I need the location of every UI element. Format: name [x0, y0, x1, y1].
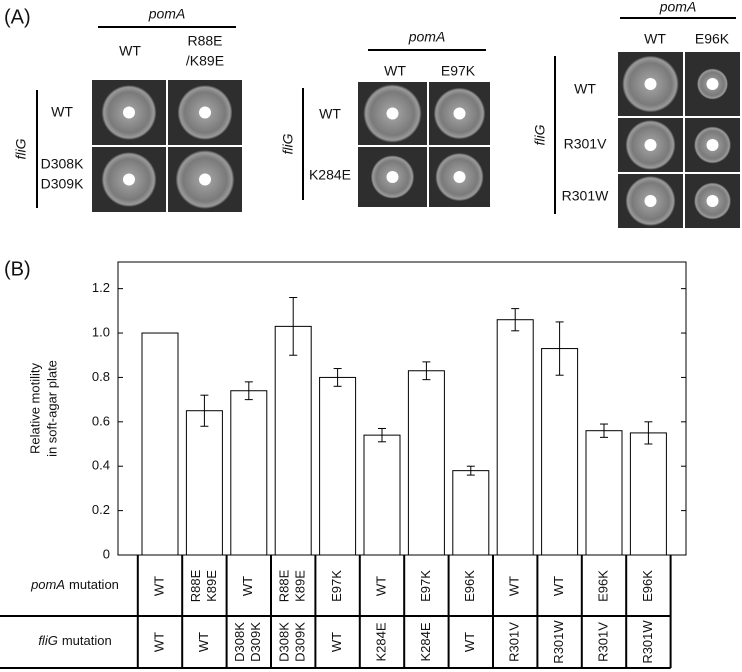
row-label: WT: [574, 81, 596, 97]
row-header: fliG mutation: [38, 633, 111, 648]
table-cell: D309K: [248, 622, 263, 662]
y-tick-label: 0.6: [92, 413, 110, 428]
column-gene: pomA: [148, 6, 186, 22]
bar: [585, 430, 623, 556]
table-cell: E97K: [418, 570, 433, 602]
table-cell: WT: [151, 576, 166, 596]
inoculation-spot: [199, 106, 211, 119]
table-cell: K284E: [418, 622, 433, 661]
bar: [230, 390, 268, 556]
table-cell: E96K: [462, 570, 477, 602]
table-cell: R301V: [595, 622, 610, 662]
row-gene: fliG: [280, 133, 296, 154]
panel-label: (B): [4, 258, 31, 280]
bar: [185, 410, 223, 556]
table-cell: K284E: [373, 622, 388, 661]
table-cell: R88E: [188, 569, 203, 602]
column-label: /K89E: [186, 53, 224, 69]
column-label: E97K: [441, 63, 476, 79]
inoculation-spot: [706, 195, 719, 207]
bar: [319, 376, 357, 556]
table-cell: R88E: [277, 569, 292, 602]
table-cell: D309K: [293, 622, 308, 662]
column-label: E96K: [695, 31, 730, 47]
bar: [496, 319, 534, 556]
inoculation-spot: [706, 139, 719, 151]
inoculation-spot: [123, 173, 135, 186]
row-label: WT: [51, 104, 73, 120]
table-cell: WT: [151, 632, 166, 652]
table-cell: WT: [196, 632, 211, 652]
bar: [452, 470, 490, 556]
row-label: WT: [319, 106, 341, 122]
inoculation-spot: [199, 173, 211, 186]
table-cell: E96K: [640, 570, 655, 602]
column-gene: pomA: [659, 0, 697, 15]
row-label: D308K: [41, 156, 84, 172]
table-cell: D308K: [232, 622, 247, 662]
row-header-text: mutation: [69, 577, 119, 592]
inoculation-spot: [386, 171, 399, 183]
row-label: K284E: [309, 167, 351, 183]
table-cell: WT: [507, 576, 522, 596]
plot-frame: [117, 261, 687, 556]
inoculation-spot: [453, 107, 466, 120]
inoculation-spot: [644, 139, 657, 151]
table-cell: K89E: [204, 570, 219, 602]
table-cell: E96K: [595, 570, 610, 602]
y-tick-label: 0.2: [92, 502, 110, 517]
bar: [629, 432, 667, 556]
row-header: pomA mutation: [30, 577, 119, 592]
table-cell: WT: [373, 576, 388, 596]
row-header-gene: pomA: [30, 577, 65, 592]
table-cell: D308K: [277, 622, 292, 662]
bar: [407, 370, 445, 556]
column-label: WT: [119, 43, 141, 59]
y-tick-label: 0.8: [92, 369, 110, 384]
row-label: D309K: [41, 176, 84, 192]
inoculation-spot: [123, 106, 135, 119]
column-label: WT: [644, 31, 666, 47]
bar: [363, 434, 401, 556]
inoculation-spot: [644, 78, 657, 90]
table-cell: WT: [240, 576, 255, 596]
table-cell: WT: [551, 576, 566, 596]
bar: [541, 348, 579, 556]
bar: [141, 332, 179, 556]
inoculation-spot: [644, 195, 657, 207]
table-cell: R301W: [640, 620, 655, 664]
row-label: R301V: [564, 136, 607, 152]
table-cell: R301V: [507, 622, 522, 662]
bar: [274, 325, 312, 556]
y-axis-label: in soft-agar plate: [44, 360, 59, 457]
y-tick-label: 1.0: [92, 324, 110, 339]
table-cell: WT: [329, 632, 344, 652]
column-gene: pomA: [408, 29, 446, 45]
y-tick-label: 1.2: [92, 280, 110, 295]
column-label: R88E: [187, 33, 222, 49]
row-header-text: mutation: [62, 633, 112, 648]
inoculation-spot: [453, 171, 466, 183]
y-tick-label: 0: [103, 546, 110, 561]
y-tick-label: 0.4: [92, 458, 110, 473]
inoculation-spot: [386, 107, 399, 120]
panel-label: (A): [4, 6, 31, 28]
column-label: WT: [384, 63, 406, 79]
row-label: R301W: [562, 188, 609, 204]
y-axis-label: Relative motility: [27, 362, 42, 454]
table-cell: WT: [462, 632, 477, 652]
table-cell: R301W: [551, 620, 566, 664]
table-cell: K89E: [293, 570, 308, 602]
row-gene: fliG: [532, 124, 548, 145]
row-header-gene: fliG: [38, 633, 58, 648]
table-cell: E97K: [329, 570, 344, 602]
row-gene: fliG: [13, 138, 29, 159]
inoculation-spot: [706, 78, 719, 90]
